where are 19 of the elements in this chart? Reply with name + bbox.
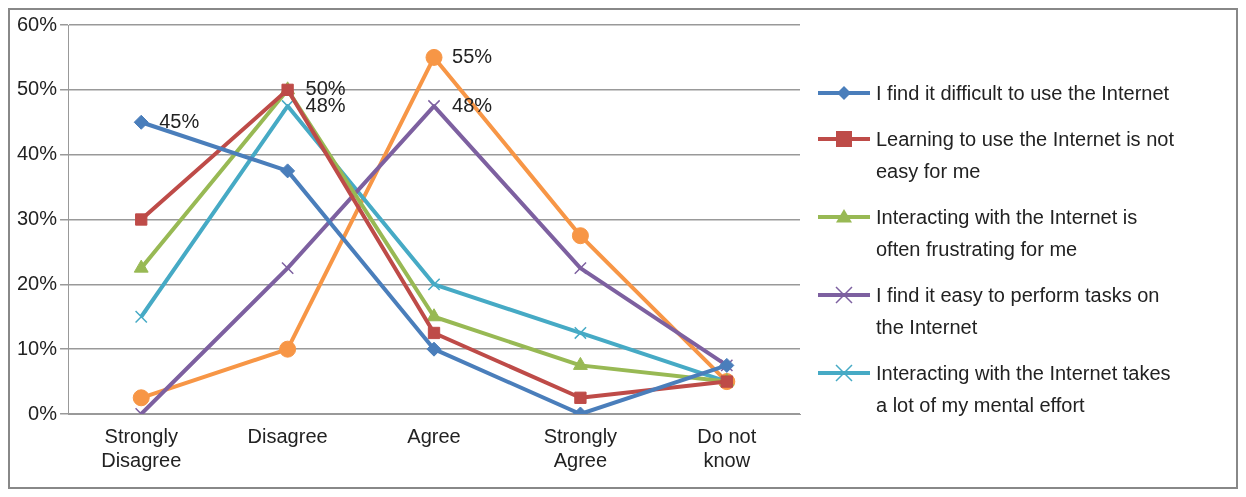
legend-label: Interacting with the Internet is often frustrating for me bbox=[876, 204, 1139, 262]
x-tick-label: Strongly Agree bbox=[543, 424, 618, 471]
x-tick-label: Do not know bbox=[697, 424, 757, 471]
data-label: 55% bbox=[452, 44, 493, 67]
y-tick-label: 40% bbox=[17, 142, 58, 165]
y-tick-label: 50% bbox=[17, 77, 58, 100]
data-label: 45% bbox=[159, 109, 200, 132]
y-tick-label: 20% bbox=[17, 271, 58, 294]
x-tick-label: Agree bbox=[407, 424, 461, 447]
legend-label: Learning to use the Internet is not easy for me bbox=[876, 126, 1175, 184]
legend-label: I find it difficult to use the Internet bbox=[876, 80, 1171, 106]
x-tick-label: Strongly Disagree bbox=[101, 424, 182, 471]
legend-label: I find it easy to perform tasks on the Internet bbox=[876, 282, 1161, 340]
y-tick-label: 30% bbox=[17, 207, 58, 230]
y-tick-label: 0% bbox=[28, 401, 58, 424]
y-tick-label: 60% bbox=[17, 12, 58, 35]
y-tick-label: 10% bbox=[17, 336, 58, 359]
legend-label: Interacting with the Internet takes a lot of my mental effort bbox=[876, 360, 1172, 418]
x-tick-label: Disagree bbox=[247, 424, 328, 447]
